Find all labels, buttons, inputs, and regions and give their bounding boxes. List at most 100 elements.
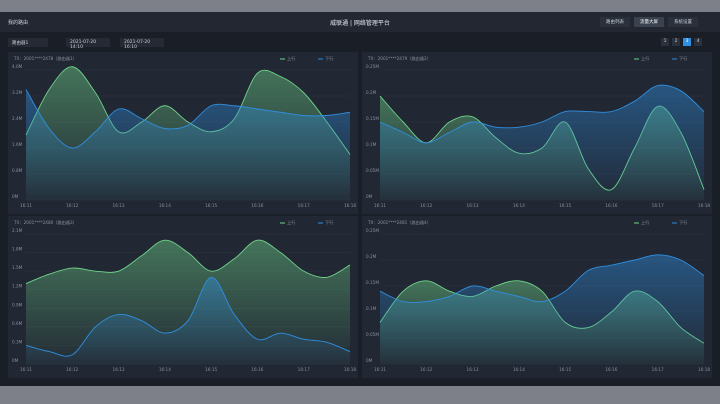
chart-title: TX：2001****2481（路由器4）	[367, 219, 431, 226]
y-tick-label: 0M	[366, 358, 373, 363]
chart-panel: TX：2001****2480（路由器3） 0M 0.3M 0.6M 0.9M 1.2M 1…	[8, 216, 358, 378]
x-tick-label: 16:14	[159, 367, 171, 372]
chart: TX：2001****2478（路由器1） 0M 0.8M 1.6M 2.4M 3.2M 4…	[12, 55, 356, 208]
chart-panel: TX：2001****2479（路由器2） 0M 0.05M 0.1M 0.15M 0.2…	[362, 52, 712, 214]
x-tick-label: 16:14	[159, 203, 171, 208]
nav-tab[interactable]: 流量大屏	[634, 17, 664, 27]
line	[379, 254, 705, 304]
device-select[interactable]: 路由器1	[8, 38, 48, 47]
y-tick-label: 0.8M	[12, 168, 23, 173]
x-tick-label: 16:17	[298, 367, 310, 372]
legend-label: 上行	[287, 219, 295, 226]
x-tick-label: 16:17	[652, 367, 664, 372]
x-tick-label: 16:18	[344, 367, 356, 372]
page-button[interactable]: 4	[694, 38, 702, 46]
x-tick-label: 16:18	[344, 203, 356, 208]
chart: TX：2001****2480（路由器3） 0M 0.3M 0.6M 0.9M 1.2M 1…	[12, 219, 356, 372]
x-tick-label: 16:18	[698, 367, 710, 372]
y-tick-label: 0.2M	[366, 254, 377, 259]
y-tick-label: 1.8M	[12, 247, 23, 252]
nav-tab[interactable]: 路由列表	[600, 17, 630, 27]
y-tick-label: 0.6M	[12, 321, 23, 326]
y-tick-label: 0.3M	[12, 339, 23, 344]
header: 我的路由 威联通 | 网络管理平台 路由列表 流量大屏 系统设置	[0, 12, 720, 32]
y-tick-label: 0M	[366, 194, 373, 199]
legend-label: 上行	[641, 55, 649, 62]
y-tick-label: 1.5M	[12, 265, 23, 270]
line	[25, 89, 351, 149]
x-tick-label: 16:15	[205, 203, 217, 208]
tabs: 路由列表 流量大屏 系统设置	[600, 17, 698, 27]
y-tick-label: 0M	[12, 358, 19, 363]
nav-tab[interactable]: 系统设置	[668, 17, 698, 27]
y-tick-label: 0.9M	[12, 302, 23, 307]
x-tick-label: 16:13	[113, 367, 125, 372]
x-tick-label: 16:15	[205, 367, 217, 372]
x-tick-label: 16:16	[251, 367, 263, 372]
x-tick-label: 16:13	[113, 203, 125, 208]
x-tick-label: 16:12	[420, 203, 432, 208]
x-tick-label: 16:11	[20, 203, 32, 208]
x-tick-label: 16:15	[559, 203, 571, 208]
y-tick-label: 0.15M	[366, 280, 379, 285]
x-tick-label: 16:16	[605, 367, 617, 372]
chart-title: TX：2001****2480（路由器3）	[13, 219, 77, 226]
y-tick-label: 4.0M	[12, 64, 23, 69]
brand: 威联通 | 网络管理平台	[330, 20, 390, 27]
chart-panel: TX：2001****2478（路由器1） 0M 0.8M 1.6M 2.4M 3.2M 4…	[8, 52, 358, 214]
x-tick-label: 16:12	[66, 367, 78, 372]
start-time[interactable]: 2021-07-20 14:10	[66, 38, 110, 50]
menu[interactable]: 我的路由	[8, 20, 29, 26]
x-tick-label: 16:12	[66, 203, 78, 208]
y-tick-label: 2.1M	[12, 228, 23, 233]
y-tick-label: 0.25M	[366, 64, 379, 69]
line	[379, 84, 705, 144]
x-tick-label: 16:13	[467, 203, 479, 208]
y-tick-label: 3.2M	[12, 90, 23, 95]
legend-label: 下行	[325, 55, 333, 62]
y-tick-label: 0.05M	[366, 332, 379, 337]
x-tick-label: 16:16	[605, 203, 617, 208]
y-tick-label: 0M	[12, 194, 19, 199]
x-tick-label: 16:15	[559, 367, 571, 372]
y-tick-label: 0.2M	[366, 90, 377, 95]
chart: TX：2001****2481（路由器4） 0M 0.05M 0.1M 0.15M 0.2…	[366, 219, 710, 372]
chart-panel: TX：2001****2481（路由器4） 0M 0.05M 0.1M 0.15M 0.2…	[362, 216, 712, 378]
x-tick-label: 16:12	[420, 367, 432, 372]
x-tick-label: 16:16	[251, 203, 263, 208]
y-tick-label: 0.1M	[366, 306, 377, 311]
y-tick-label: 1.6M	[12, 142, 23, 147]
x-tick-label: 16:17	[298, 203, 310, 208]
legend-label: 上行	[287, 55, 295, 62]
toolbar: 路由器1 2021-07-20 14:10 2021-07-20 16:10 1…	[0, 36, 720, 50]
x-tick-label: 16:11	[20, 367, 32, 372]
area	[26, 89, 350, 200]
area	[380, 85, 704, 200]
dashboard: 我的路由 威联通 | 网络管理平台 路由列表 流量大屏 系统设置 路由器1 2021…	[0, 12, 720, 386]
x-tick-label: 16:14	[513, 203, 525, 208]
x-tick-label: 16:14	[513, 367, 525, 372]
chart-title: TX：2001****2478（路由器1）	[13, 55, 77, 62]
legend-label: 上行	[641, 219, 649, 226]
legend-label: 下行	[679, 219, 687, 226]
end-time[interactable]: 2021-07-20 16:10	[120, 38, 164, 50]
y-tick-label: 0.15M	[366, 116, 379, 121]
y-tick-label: 2.4M	[12, 116, 23, 121]
legend-label: 下行	[325, 219, 333, 226]
chart-title: TX：2001****2479（路由器2）	[367, 55, 431, 62]
area	[380, 254, 704, 364]
line	[25, 239, 351, 284]
legend-label: 下行	[679, 55, 687, 62]
x-tick-label: 16:13	[467, 367, 479, 372]
page-button[interactable]: 2	[672, 38, 680, 46]
line	[25, 66, 351, 155]
page-button[interactable]: 3	[683, 38, 691, 46]
x-tick-label: 16:11	[374, 367, 386, 372]
page-button[interactable]: 1	[661, 38, 669, 46]
x-tick-label: 16:17	[652, 203, 664, 208]
y-tick-label: 0.25M	[366, 228, 379, 233]
y-tick-label: 1.2M	[12, 284, 23, 289]
x-tick-label: 16:18	[698, 203, 710, 208]
